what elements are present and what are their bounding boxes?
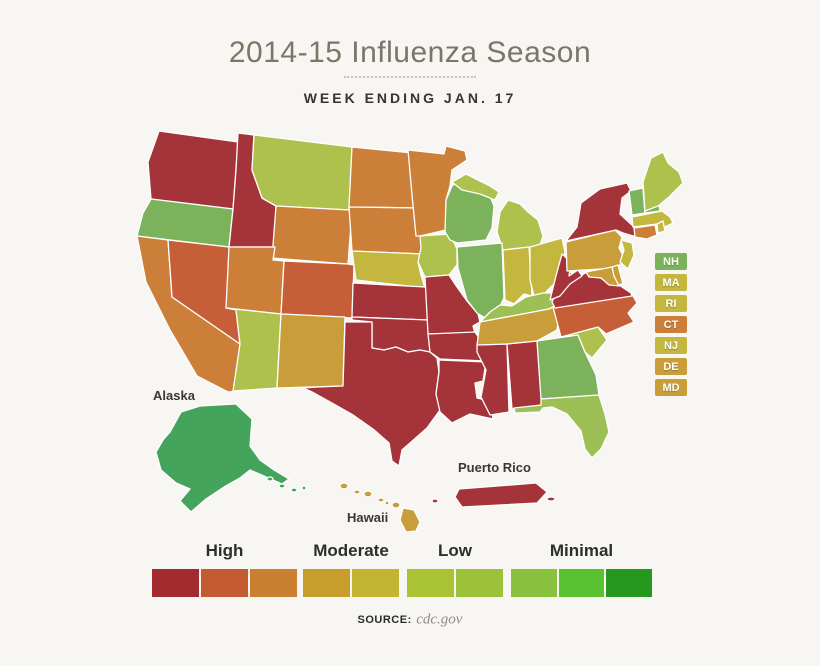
state-al: Alabama — High	[506, 340, 543, 410]
state-vt: Vermont — Minimal	[628, 187, 646, 216]
legend-swatch-level-3	[511, 569, 557, 597]
state-in: Indiana — Moderate	[502, 246, 533, 305]
inset-state-ri: RI	[655, 295, 687, 312]
state-tn: Tennessee — Moderate	[476, 302, 562, 346]
page-title: 2014-15 Influenza Season	[228, 36, 592, 69]
state-ak: Alaska — Minimal	[155, 403, 290, 513]
state-nj: New Jersey — Moderate	[619, 239, 635, 270]
source-value: cdc.gov	[416, 611, 463, 628]
inset-state-de: DE	[655, 358, 687, 375]
activity-legend: High Moderate Low Minimal	[0, 541, 820, 601]
state-wy: Wyoming — High	[271, 205, 353, 265]
state-md: Maryland — Moderate	[585, 266, 620, 287]
inset-state-nh: NH	[655, 253, 687, 270]
legend-label-moderate: Moderate	[313, 541, 389, 560]
state-ks: Kansas — High	[351, 282, 430, 321]
state-sd: South Dakota — High	[348, 206, 425, 255]
northeast-state-inset-list: NH MA RI CT NJ DE MD	[655, 253, 687, 396]
legend-label-minimal: Minimal	[549, 541, 614, 560]
legend-label-low: Low	[438, 541, 472, 560]
state-mt: Montana — Low	[251, 134, 353, 211]
inset-state-nj: NJ	[655, 337, 687, 354]
pr-island	[431, 498, 439, 504]
state-tx: Texas — High	[302, 321, 441, 467]
hi-island	[377, 497, 385, 503]
hi-island	[391, 501, 401, 509]
inset-state-md: MD	[655, 379, 687, 396]
state-co: Colorado — High	[280, 260, 355, 319]
legend-swatch-level-8	[250, 569, 297, 597]
legend-swatch-level-6	[352, 569, 399, 597]
hi-island	[384, 500, 390, 506]
source-line: SOURCE: cdc.gov	[0, 611, 820, 629]
state-mn: Minnesota — High	[407, 145, 468, 237]
legend-swatch-level-7	[303, 569, 350, 597]
state-la: Louisiana — High	[435, 359, 494, 424]
hi-island	[339, 482, 349, 490]
state-hi: Hawaii — Moderate	[399, 507, 421, 533]
legend-swatch-row	[511, 569, 653, 597]
inset-state-ct: CT	[655, 316, 687, 333]
ak-island	[266, 476, 274, 482]
legend-swatch-level-5	[407, 569, 454, 597]
legend-swatch-level-10	[152, 569, 199, 597]
ak-island	[278, 483, 286, 489]
legend-group-high: High	[152, 541, 297, 597]
legend-swatch-row	[303, 569, 399, 597]
puerto-rico-label: Puerto Rico	[458, 460, 531, 475]
legend-swatch-row	[407, 569, 503, 597]
us-map-states: Washington — HighOregon — MinimalCalifor…	[136, 130, 684, 533]
state-ri: Rhode Island — Moderate	[656, 220, 666, 234]
legend-swatch-level-4	[456, 569, 503, 597]
us-map-islands	[266, 476, 556, 509]
state-me: Maine — Low	[642, 151, 684, 212]
state-wv: West Virginia — High	[549, 253, 583, 301]
legend-swatch-level-2	[558, 569, 605, 597]
legend-swatch-row	[152, 569, 297, 597]
source-label: SOURCE:	[357, 613, 412, 626]
legend-group-minimal: Minimal	[511, 541, 653, 597]
ak-island	[290, 487, 298, 493]
legend-swatch-level-9	[201, 569, 248, 597]
state-fl: Florida — Low	[513, 394, 610, 459]
hi-island	[363, 490, 373, 498]
state-ne: Nebraska — Moderate	[351, 250, 426, 289]
pr-island	[546, 496, 556, 502]
hawaii-label: Hawaii	[347, 510, 389, 525]
legend-label-high: High	[205, 541, 244, 560]
state-nm: New Mexico — Moderate	[276, 313, 346, 389]
ak-island	[301, 485, 307, 491]
inset-state-ma: MA	[655, 274, 687, 291]
legend-group-low: Low	[407, 541, 503, 597]
hi-island	[353, 489, 361, 495]
state-pr: Puerto Rico — High	[454, 482, 548, 508]
legend-swatch-level-1	[606, 569, 653, 597]
state-ct: Connecticut — High	[633, 224, 658, 240]
state-pa: Pennsylvania — Moderate	[565, 229, 626, 272]
dotted-separator	[344, 76, 476, 78]
legend-group-moderate: Moderate	[303, 541, 399, 597]
state-wa: Washington — High	[147, 130, 239, 210]
alaska-label: Alaska	[153, 388, 195, 403]
state-ny: New York — High	[565, 182, 646, 242]
page-subtitle: WEEK ENDING JAN. 17	[303, 90, 517, 106]
